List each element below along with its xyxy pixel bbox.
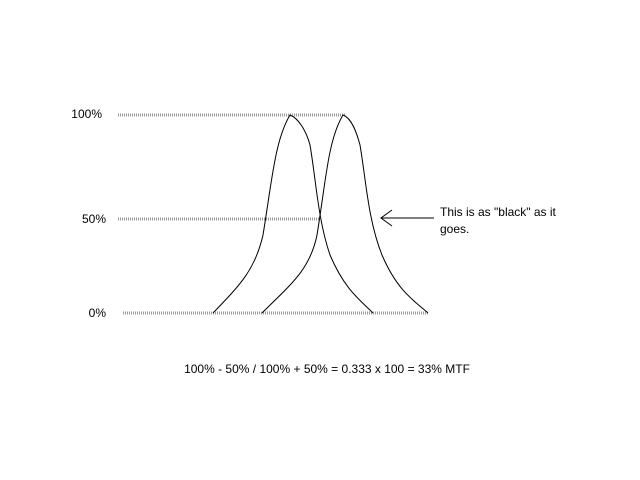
level-label: 100% [71, 107, 102, 121]
curve [261, 114, 429, 314]
annotation-line: This is as "black" as it [440, 205, 557, 219]
level-label: 50% [82, 212, 106, 226]
curve [212, 114, 374, 314]
formula: 100% - 50% / 100% + 50% = 0.333 x 100 = … [184, 362, 470, 376]
level-label: 0% [89, 306, 107, 320]
annotation-line: goes. [440, 222, 469, 236]
arrow [380, 209, 434, 227]
